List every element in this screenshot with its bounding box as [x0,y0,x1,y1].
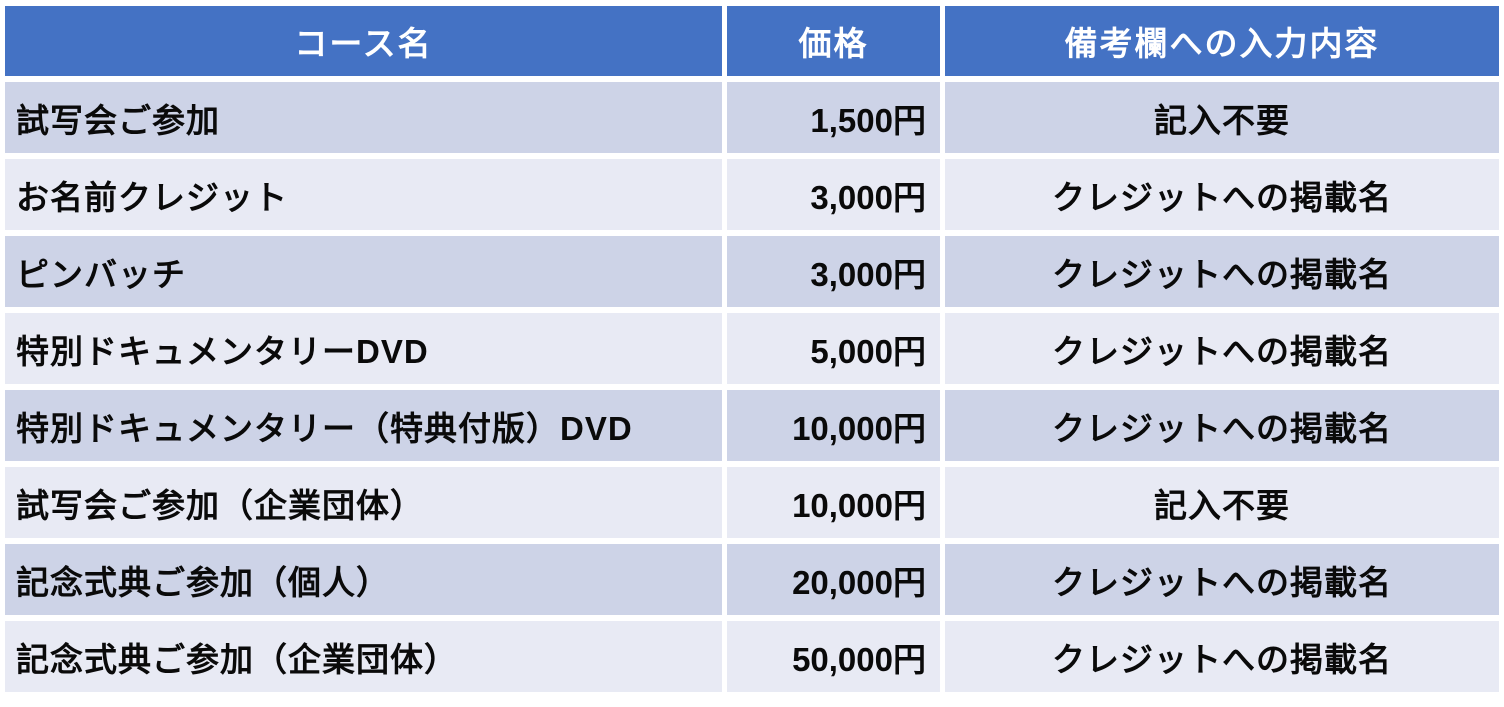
course-cell: 特別ドキュメンタリーDVD [5,313,722,384]
note-cell: クレジットへの掲載名 [945,236,1499,307]
price-cell: 1,500円 [727,82,940,153]
column-header-note: 備考欄への入力内容 [945,6,1499,76]
price-cell: 10,000円 [727,390,940,461]
column-header-price: 価格 [727,6,940,76]
table-row: 記念式典ご参加（企業団体） 50,000円 クレジットへの掲載名 [5,621,1499,692]
course-cell: 特別ドキュメンタリー（特典付版）DVD [5,390,722,461]
header-row: コース名 価格 備考欄への入力内容 [5,6,1499,76]
note-cell: クレジットへの掲載名 [945,159,1499,230]
price-cell: 5,000円 [727,313,940,384]
column-header-course: コース名 [5,6,722,76]
course-cell: 記念式典ご参加（企業団体） [5,621,722,692]
price-cell: 20,000円 [727,544,940,615]
table-row: ピンバッチ 3,000円 クレジットへの掲載名 [5,236,1499,307]
table-row: 特別ドキュメンタリーDVD 5,000円 クレジットへの掲載名 [5,313,1499,384]
note-cell: クレジットへの掲載名 [945,390,1499,461]
note-cell: クレジットへの掲載名 [945,544,1499,615]
table-row: 特別ドキュメンタリー（特典付版）DVD 10,000円 クレジットへの掲載名 [5,390,1499,461]
price-cell: 3,000円 [727,159,940,230]
course-cell: 試写会ご参加（企業団体） [5,467,722,538]
table-row: 試写会ご参加（企業団体） 10,000円 記入不要 [5,467,1499,538]
price-cell: 3,000円 [727,236,940,307]
course-cell: 記念式典ご参加（個人） [5,544,722,615]
table-row: 試写会ご参加 1,500円 記入不要 [5,82,1499,153]
note-cell: クレジットへの掲載名 [945,313,1499,384]
note-cell: 記入不要 [945,467,1499,538]
table-row: 記念式典ご参加（個人） 20,000円 クレジットへの掲載名 [5,544,1499,615]
price-cell: 50,000円 [727,621,940,692]
note-cell: 記入不要 [945,82,1499,153]
table-row: お名前クレジット 3,000円 クレジットへの掲載名 [5,159,1499,230]
course-cell: 試写会ご参加 [5,82,722,153]
note-cell: クレジットへの掲載名 [945,621,1499,692]
course-cell: お名前クレジット [5,159,722,230]
table-header: コース名 価格 備考欄への入力内容 [5,6,1499,76]
price-cell: 10,000円 [727,467,940,538]
table-body: 試写会ご参加 1,500円 記入不要 お名前クレジット 3,000円 クレジット… [5,82,1499,692]
course-cell: ピンバッチ [5,236,722,307]
